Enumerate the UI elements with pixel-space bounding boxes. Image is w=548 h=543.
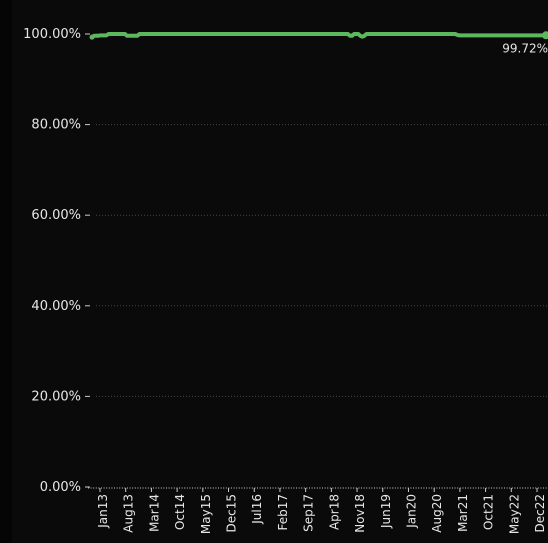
x-tick-label: Dec22 <box>533 494 547 533</box>
x-tick-label: Sep17 <box>302 494 316 532</box>
y-tick-label: 80.00% <box>31 118 81 133</box>
x-tick-label: May15 <box>199 494 213 534</box>
x-tick-label: Jan13 <box>96 494 110 529</box>
y-tick-label: 40.00% <box>31 299 81 314</box>
x-tick-label: May22 <box>507 494 521 534</box>
x-tick-label: Jul16 <box>250 494 264 525</box>
last-point-marker <box>542 31 548 40</box>
y-tick-label: 20.00% <box>31 389 81 404</box>
series-line <box>90 32 546 40</box>
y-tick-labels: 0.00% 20.00% 40.00% 60.00% 80.00% 100.00% <box>23 27 81 495</box>
x-tick-label: Oct21 <box>482 494 496 530</box>
y-tick-label: 60.00% <box>31 208 81 223</box>
left-edge-strip <box>0 0 12 543</box>
x-tick-label: Mar14 <box>147 494 161 532</box>
y-tick-label: 100.00% <box>23 27 81 42</box>
x-tick-label: Feb17 <box>276 494 290 531</box>
x-tick-label: Dec15 <box>225 494 239 533</box>
x-tick-label: Oct14 <box>173 494 187 530</box>
last-point-label: 99.72% <box>502 41 548 55</box>
first-point-marker <box>89 34 95 40</box>
grid-layer <box>96 33 548 397</box>
x-tick-label: Jan20 <box>404 494 418 529</box>
x-tick-label: Aug13 <box>122 494 136 533</box>
x-tick-label: Jun19 <box>379 494 393 529</box>
x-tick-label: Aug20 <box>430 494 444 533</box>
y-tick-label: 0.00% <box>40 480 81 495</box>
x-tick-label: Apr18 <box>327 494 341 530</box>
series-layer <box>89 31 548 40</box>
x-tick-label: Nov18 <box>353 494 367 533</box>
data-label-layer: 99.72% <box>502 41 548 55</box>
x-tick-labels: Jan13 Aug13 Mar14 Oct14 May15 Dec15 Jul16 Feb17… <box>96 494 547 534</box>
x-tick-label: Mar21 <box>456 494 470 532</box>
axis-layer <box>85 33 548 492</box>
